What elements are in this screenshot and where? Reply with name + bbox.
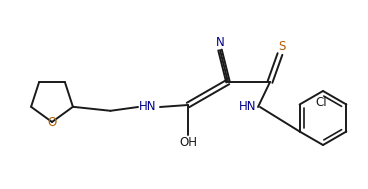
- Text: HN: HN: [139, 101, 157, 114]
- Text: Cl: Cl: [315, 97, 327, 109]
- Text: HN: HN: [239, 101, 257, 114]
- Text: O: O: [47, 115, 57, 129]
- Text: OH: OH: [179, 136, 197, 149]
- Text: N: N: [216, 36, 224, 50]
- Text: S: S: [278, 40, 286, 53]
